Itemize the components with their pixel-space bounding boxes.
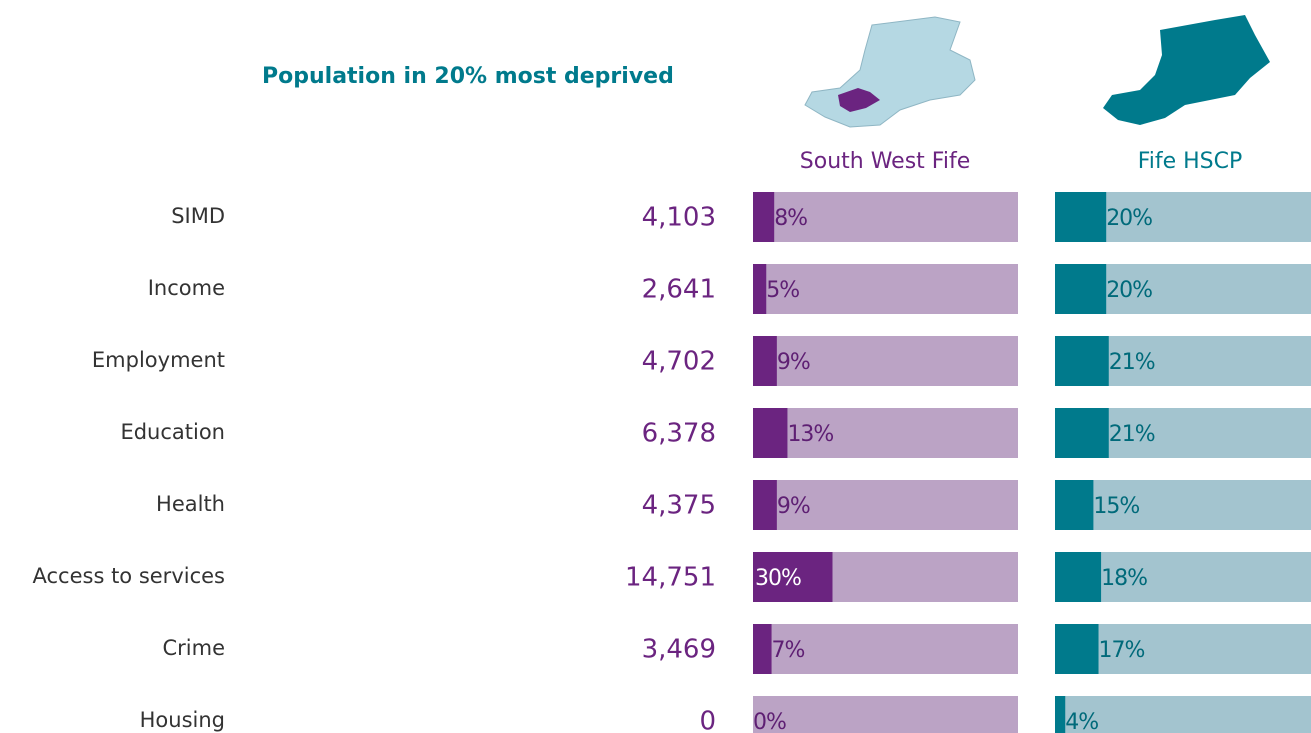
count-label: 4,103: [642, 203, 716, 233]
count-label: 14,751: [625, 563, 716, 593]
value-label: 15%: [1093, 494, 1139, 519]
value-label: 8%: [774, 206, 807, 231]
bar: [1055, 408, 1109, 458]
value-label: 9%: [777, 494, 810, 519]
value-label: 13%: [787, 422, 833, 447]
count-label: 0: [699, 707, 716, 733]
value-label: 0%: [753, 710, 786, 733]
value-label: 20%: [1106, 206, 1152, 231]
bar: [1055, 192, 1107, 242]
category-label: Housing: [140, 708, 225, 732]
bar: [1055, 336, 1109, 386]
value-label: 18%: [1101, 566, 1147, 591]
bar-background: [753, 192, 1018, 242]
bar: [753, 192, 775, 242]
bar: [1055, 552, 1102, 602]
chart-title: Population in 20% most deprived: [262, 64, 674, 89]
value-label: 30%: [755, 566, 801, 591]
value-label: 21%: [1109, 422, 1155, 447]
category-label: SIMD: [171, 204, 225, 228]
category-label: Access to services: [33, 564, 226, 588]
bar: [1055, 480, 1094, 530]
series-name: Fife HSCP: [1138, 149, 1243, 174]
value-label: 21%: [1109, 350, 1155, 375]
map-fife-hscp: [1103, 15, 1270, 125]
count-label: 6,378: [642, 419, 716, 449]
value-label: 9%: [777, 350, 810, 375]
category-label: Health: [156, 492, 225, 516]
category-label: Education: [120, 420, 225, 444]
count-label: 4,702: [642, 347, 716, 377]
bar: [1055, 624, 1099, 674]
category-label: Crime: [162, 636, 225, 660]
bar-background: [1055, 696, 1311, 733]
bar-background: [753, 624, 1018, 674]
value-label: 7%: [772, 638, 805, 663]
bar-background: [753, 408, 1018, 458]
bar: [753, 264, 767, 314]
value-label: 20%: [1106, 278, 1152, 303]
bar-background: [753, 696, 1018, 733]
value-label: 17%: [1099, 638, 1145, 663]
bar: [753, 336, 777, 386]
bar: [753, 552, 833, 602]
category-label: Income: [148, 276, 225, 300]
category-label: Employment: [92, 348, 225, 372]
bar-background: [753, 480, 1018, 530]
bar: [753, 480, 777, 530]
bar: [1055, 264, 1107, 314]
count-label: 4,375: [642, 491, 716, 521]
map-south-west-fife: [804, 16, 976, 128]
series-name: South West Fife: [800, 149, 970, 174]
bar: [753, 408, 788, 458]
count-label: 3,469: [642, 635, 716, 665]
bar: [753, 624, 772, 674]
bar-background: [753, 264, 1018, 314]
bar-background: [753, 336, 1018, 386]
count-label: 2,641: [642, 275, 716, 305]
bar-background: [1055, 480, 1311, 530]
bar: [1055, 696, 1066, 733]
value-label: 5%: [766, 278, 799, 303]
value-label: 4%: [1065, 710, 1098, 733]
